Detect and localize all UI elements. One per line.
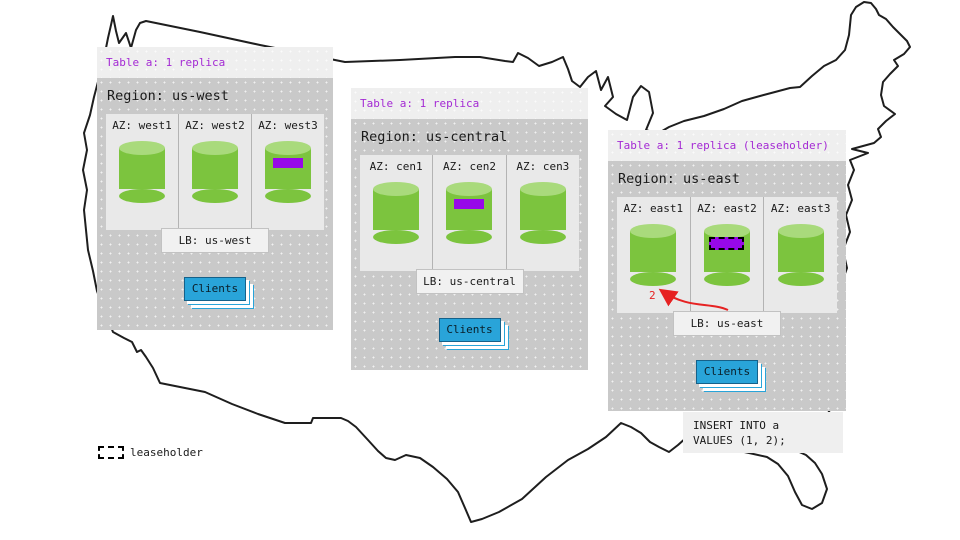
region-box-us-west: Table a: 1 replica Region: us-west AZ: w…	[97, 47, 333, 330]
az-cell-west2: AZ: west2	[178, 114, 251, 230]
legend: leaseholder	[98, 446, 203, 459]
az-label: AZ: west1	[112, 119, 172, 132]
load-balancer-us-east: LB: us-east	[673, 311, 781, 336]
region-box-us-east: Table a: 1 replica (leaseholder) Region:…	[608, 130, 846, 411]
clients-box: Clients	[438, 318, 501, 342]
arrow-value-annotation: 2	[649, 289, 656, 302]
table-label: Table a: 1 replica	[106, 56, 226, 69]
az-label: AZ: east2	[697, 202, 757, 215]
az-cell-east2: AZ: east2	[689, 197, 764, 313]
replica-marker	[454, 199, 485, 209]
sql-line-2: VALUES (1, 2);	[693, 434, 786, 447]
database-cylinder	[519, 182, 566, 244]
az-cell-cen3: AZ: cen3	[505, 155, 579, 271]
table-header-strip	[97, 47, 333, 78]
az-label: AZ: cen1	[369, 160, 423, 173]
region-title: Region: us-central	[361, 129, 508, 145]
replica-marker	[273, 158, 303, 168]
database-cylinder	[704, 224, 750, 286]
az-panel: AZ: east1 AZ: east2 AZ: east3	[617, 197, 837, 313]
az-cell-west1: AZ: west1	[106, 114, 178, 230]
az-label: AZ: east3	[770, 202, 831, 215]
az-label: AZ: west2	[185, 119, 245, 132]
az-label: AZ: cen2	[443, 160, 496, 173]
database-cylinder	[373, 182, 420, 244]
database-cylinder	[119, 141, 165, 203]
az-cell-cen1: AZ: cen1	[360, 155, 432, 271]
table-label: Table a: 1 replica (leaseholder)	[617, 139, 829, 152]
az-cell-west3: AZ: west3	[251, 114, 324, 230]
region-box-us-central: Table a: 1 replica Region: us-central AZ…	[351, 88, 588, 370]
legend-label: leaseholder	[130, 446, 203, 459]
az-cell-east3: AZ: east3	[763, 197, 837, 313]
database-cylinder	[192, 141, 238, 203]
az-panel: AZ: west1 AZ: west2 AZ: west3	[106, 114, 324, 230]
az-panel: AZ: cen1 AZ: cen2 AZ: cen3	[360, 155, 579, 271]
query-routing-arrow	[658, 288, 729, 311]
database-cylinder	[777, 224, 824, 286]
table-label: Table a: 1 replica	[360, 97, 480, 110]
leaseholder-swatch-icon	[98, 446, 124, 459]
az-cell-east1: AZ: east1	[617, 197, 690, 313]
database-cylinder	[265, 141, 311, 203]
clients-box: Clients	[184, 277, 246, 301]
region-title: Region: us-east	[618, 171, 740, 187]
table-header-strip	[351, 88, 588, 119]
database-cylinder	[630, 224, 677, 286]
az-label: AZ: west3	[258, 119, 318, 132]
clients-box: Clients	[696, 360, 758, 384]
load-balancer-us-west: LB: us-west	[161, 228, 269, 253]
az-cell-cen2: AZ: cen2	[432, 155, 505, 271]
region-title: Region: us-west	[107, 88, 229, 104]
az-label: AZ: cen3	[516, 160, 570, 173]
load-balancer-us-central: LB: us-central	[415, 269, 524, 294]
leaseholder-replica-marker	[709, 237, 744, 250]
database-cylinder	[446, 182, 493, 244]
table-header-strip	[608, 130, 846, 161]
sql-statement-note: INSERT INTO a VALUES (1, 2);	[683, 412, 843, 453]
sql-line-1: INSERT INTO a	[693, 419, 780, 432]
az-label: AZ: east1	[623, 202, 684, 215]
